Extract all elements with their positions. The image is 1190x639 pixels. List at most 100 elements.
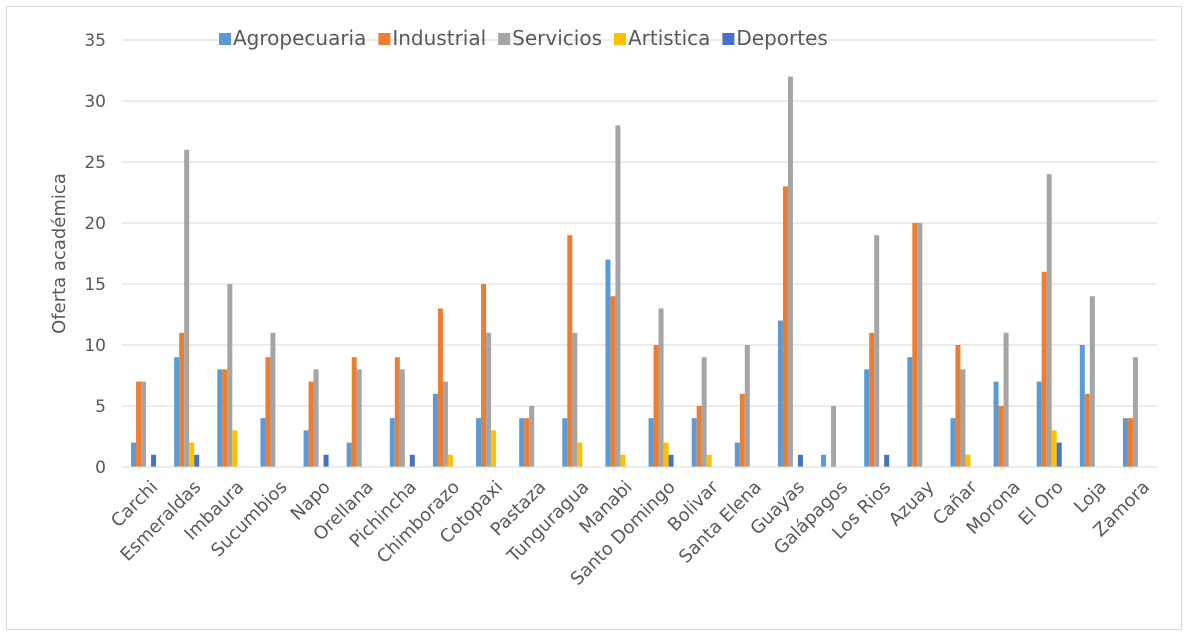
bar-agropecuaria-loja <box>1079 345 1085 467</box>
bar-industrial-pichincha <box>394 357 400 467</box>
y-tick-label: 5 <box>95 397 106 417</box>
bar-industrial-zamora <box>1127 418 1133 467</box>
bar-artistica-esmeraldas <box>189 442 195 467</box>
bar-servicios-guayas <box>787 76 793 467</box>
bar-industrial-azuay <box>912 223 918 467</box>
legend-label-artistica: Artistica <box>628 26 710 50</box>
chart-frame: 0 5 10 15 20 25 30 35 Carchi Esmeraldas Imbaura Su… <box>6 6 1182 630</box>
bar-deportes-guayas <box>797 454 803 467</box>
bar-servicios-pichincha <box>399 369 405 467</box>
legend-swatch-industrial <box>378 33 391 45</box>
bar-industrial-imbaura <box>222 369 228 467</box>
bar-industrial-santa-elena <box>739 393 745 467</box>
bar-industrial-santo-domingo <box>653 345 659 467</box>
bar-agropecuaria-napo <box>303 430 309 467</box>
bar-industrial-guayas <box>782 186 788 467</box>
bar-industrial-orellana <box>351 357 357 467</box>
bar-servicios-chimborazo <box>442 381 448 467</box>
legend-swatch-artistica <box>614 33 626 45</box>
y-axis-title: Oferta académica <box>49 173 70 334</box>
legend-swatch-deportes <box>722 33 735 45</box>
category-labels: CarchiEsmeraldasImbauraSucumbiosNapoOrel… <box>107 476 1154 590</box>
bar-servicios-santo-domingo <box>658 308 664 467</box>
y-tick-label: 25 <box>84 153 106 173</box>
bar-industrial-napo <box>308 381 314 467</box>
bar-servicios-galápagos <box>831 406 837 467</box>
bar-deportes-esmeraldas <box>194 454 200 467</box>
bar-servicios-sucumbios <box>270 332 276 467</box>
bar-industrial-carchi <box>136 381 142 467</box>
bar-deportes-el-oro <box>1056 442 1062 467</box>
bar-agropecuaria-pastaza <box>519 418 525 467</box>
bar-artistica-bolivar <box>706 454 712 467</box>
bar-artistica-el-oro <box>1051 430 1057 467</box>
bar-deportes-los-rios <box>884 454 890 467</box>
bar-deportes-santo-domingo <box>668 454 674 467</box>
category-label: El Oro <box>1015 477 1068 530</box>
bar-industrial-morona <box>998 406 1004 467</box>
legend-label-agropecuaria: Agropecuaria <box>233 26 366 50</box>
bar-agropecuaria-azuay <box>907 357 913 467</box>
bar-agropecuaria-guayas <box>777 320 783 467</box>
bar-artistica-santo-domingo <box>663 442 669 467</box>
bar-agropecuaria-pichincha <box>389 418 395 467</box>
bar-servicios-zamora <box>1132 357 1138 467</box>
bar-industrial-tunguragua <box>567 235 573 467</box>
bar-servicios-bolivar <box>701 357 707 467</box>
bar-servicios-tunguragua <box>572 332 578 467</box>
y-tick-label: 20 <box>84 214 106 234</box>
bar-agropecuaria-bolivar <box>691 418 697 467</box>
bar-artistica-cotopaxi <box>491 430 497 467</box>
bar-servicios-loja <box>1089 296 1095 467</box>
bar-servicios-cañar <box>960 369 966 467</box>
bar-servicios-napo <box>313 369 319 467</box>
bar-servicios-imbaura <box>227 284 233 467</box>
y-axis-ticks: 0 5 10 15 20 25 30 35 <box>84 31 106 478</box>
legend-swatch-agropecuaria <box>219 33 231 45</box>
bar-agropecuaria-cañar <box>950 418 956 467</box>
bar-artistica-tunguragua <box>577 442 583 467</box>
bar-agropecuaria-tunguragua <box>562 418 568 467</box>
bar-servicios-morona <box>1003 332 1009 467</box>
bar-industrial-manabi <box>610 296 616 467</box>
bar-agropecuaria-carchi <box>131 442 137 467</box>
bar-servicios-azuay <box>917 223 923 467</box>
y-tick-label: 35 <box>84 31 106 51</box>
bar-agropecuaria-manabi <box>605 259 611 467</box>
bar-agropecuaria-morona <box>993 381 999 467</box>
bar-industrial-el-oro <box>1041 271 1047 467</box>
bar-agropecuaria-el-oro <box>1036 381 1042 467</box>
bar-artistica-chimborazo <box>447 454 453 467</box>
bar-servicios-el-oro <box>1046 174 1052 467</box>
gridlines <box>122 39 1157 407</box>
bar-industrial-los-rios <box>869 332 875 467</box>
bar-servicios-carchi <box>141 381 147 467</box>
bar-industrial-pastaza <box>524 418 530 467</box>
bar-industrial-sucumbios <box>265 357 271 467</box>
bar-deportes-carchi <box>151 454 157 467</box>
bar-artistica-imbaura <box>232 430 238 467</box>
bar-deportes-napo <box>323 454 329 467</box>
bar-agropecuaria-galápagos <box>821 454 827 467</box>
bar-industrial-cotopaxi <box>481 284 487 467</box>
legend: Agropecuaria Industrial Servicios Artistica… <box>219 26 828 50</box>
bar-servicios-orellana <box>356 369 362 467</box>
legend-label-deportes: Deportes <box>736 26 827 50</box>
bar-industrial-bolivar <box>696 406 702 467</box>
bar-agropecuaria-zamora <box>1122 418 1128 467</box>
bar-chart: 0 5 10 15 20 25 30 35 CarchiEsmeraldasImbauraSu… <box>49 26 1157 590</box>
bar-industrial-esmeraldas <box>179 332 185 467</box>
bar-agropecuaria-santo-domingo <box>648 418 654 467</box>
bar-agropecuaria-chimborazo <box>432 393 438 467</box>
bar-artistica-manabi <box>620 454 626 467</box>
bar-industrial-chimborazo <box>437 308 443 467</box>
legend-swatch-servicios <box>498 33 511 45</box>
y-tick-label: 10 <box>84 336 106 356</box>
bar-servicios-santa-elena <box>744 345 750 467</box>
bars <box>131 76 1138 468</box>
y-tick-label: 15 <box>84 275 106 295</box>
bar-servicios-los-rios <box>874 235 880 467</box>
bar-deportes-pichincha <box>409 454 415 467</box>
bar-servicios-esmeraldas <box>184 149 190 468</box>
bar-agropecuaria-santa-elena <box>734 442 740 467</box>
